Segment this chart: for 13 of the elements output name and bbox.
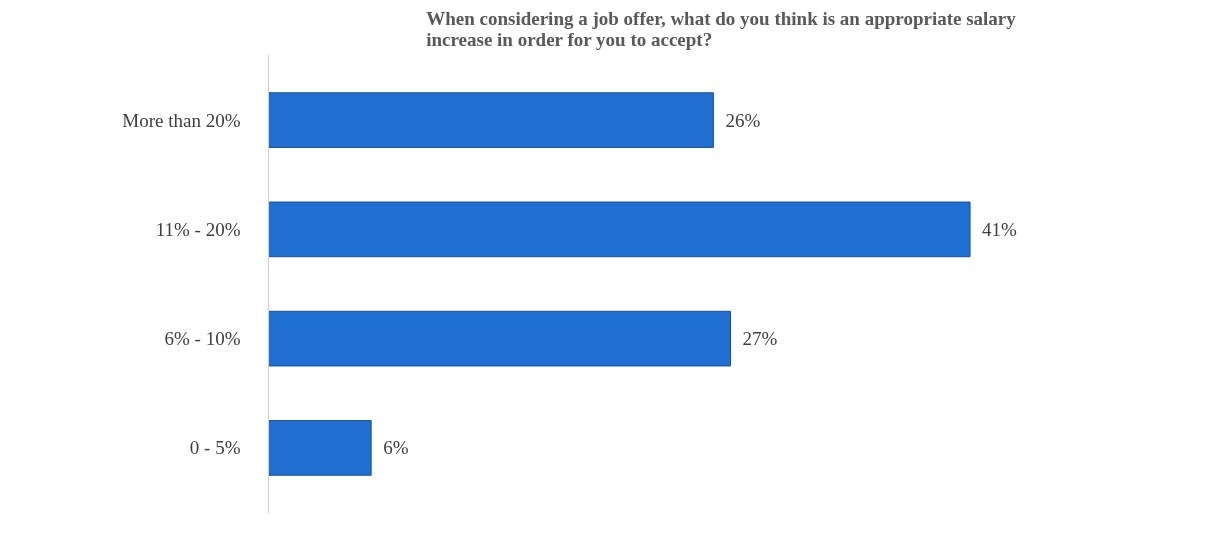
- data-label: 6%: [383, 437, 409, 459]
- data-label: 41%: [982, 218, 1018, 240]
- y-tick-label: 6% - 10%: [164, 328, 241, 350]
- data-label: 27%: [742, 328, 778, 350]
- bar: [268, 92, 714, 148]
- bar: [268, 201, 971, 258]
- y-tick-label: 0 - 5%: [189, 437, 241, 459]
- y-tick-label: More than 20%: [122, 109, 241, 131]
- chart-title: When considering a job offer, what do you think is an appropriate salary increase in order for you to accept?: [426, 7, 1017, 50]
- data-label: 26%: [725, 109, 761, 131]
- bar: [268, 310, 731, 367]
- y-tick-label: 11% - 20%: [155, 218, 241, 240]
- bar: [268, 420, 372, 476]
